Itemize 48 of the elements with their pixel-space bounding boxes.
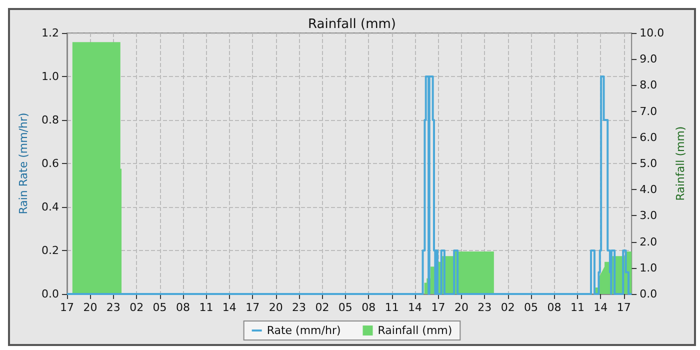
- x-tick-label: 17: [616, 301, 631, 314]
- y2-tick-label: 1.0: [640, 261, 658, 274]
- y-tick-label: 0.2: [42, 244, 59, 257]
- x-tick-label: 17: [431, 301, 446, 314]
- x-tick-label: 02: [315, 301, 330, 314]
- y2-tick-label: 0.0: [640, 288, 658, 300]
- y2-tick-label: 4.0: [640, 183, 658, 196]
- y2-tick-label: 10.0: [640, 26, 664, 40]
- x-tick-label: 14: [594, 301, 608, 314]
- legend-label: Rainfall (mm): [378, 324, 452, 337]
- y2-tick-label: 3.0: [640, 209, 658, 222]
- x-tick-label: 02: [500, 301, 515, 314]
- x-tick-label: 17: [60, 301, 74, 314]
- y2-tick-label: 7.0: [640, 104, 658, 118]
- y-tick-label: 1.2: [42, 26, 59, 40]
- x-tick-label: 14: [222, 301, 236, 314]
- x-tick-label: 05: [524, 301, 538, 314]
- y-tick-label: 0.8: [42, 114, 59, 126]
- x-tick-label: 08: [547, 301, 562, 314]
- x-tick-label: 05: [152, 301, 167, 314]
- x-tick-label: 23: [106, 301, 120, 314]
- x-tick-label: 20: [83, 301, 98, 314]
- x-tick-label: 05: [338, 301, 352, 314]
- y2-tick-label: 9.0: [640, 52, 658, 66]
- legend-label: Rate (mm/hr): [266, 324, 341, 337]
- x-tick-label: 17: [246, 301, 260, 314]
- x-tick-label: 14: [408, 301, 422, 314]
- y2-tick-label: 8.0: [640, 78, 658, 92]
- x-tick-label: 11: [570, 301, 584, 314]
- x-tick-label: 23: [292, 301, 306, 314]
- y-tick-label: 0.4: [42, 200, 59, 214]
- x-tick-label: 11: [199, 301, 214, 314]
- x-tick-label: 08: [362, 301, 376, 314]
- x-tick-label: 11: [384, 301, 399, 314]
- y-axis-title: Rain Rate (mm/hr): [17, 112, 30, 214]
- x-tick-label: 20: [268, 301, 283, 314]
- x-tick-label: 08: [176, 301, 190, 314]
- x-tick-label: 02: [130, 301, 144, 314]
- y-tick-label: 0.6: [42, 157, 59, 170]
- y-tick-label: 1.0: [42, 70, 59, 83]
- y2-tick-label: 2.0: [640, 235, 658, 248]
- x-tick-label: 20: [454, 301, 468, 314]
- y2-tick-label: 5.0: [640, 157, 658, 170]
- chart-title: Rainfall (mm): [308, 17, 396, 32]
- y2-tick-label: 6.0: [640, 130, 658, 144]
- y2-axis-title: Rainfall (mm): [674, 126, 687, 201]
- y-tick-label: 0.0: [42, 288, 59, 300]
- x-tick-label: 23: [478, 301, 492, 314]
